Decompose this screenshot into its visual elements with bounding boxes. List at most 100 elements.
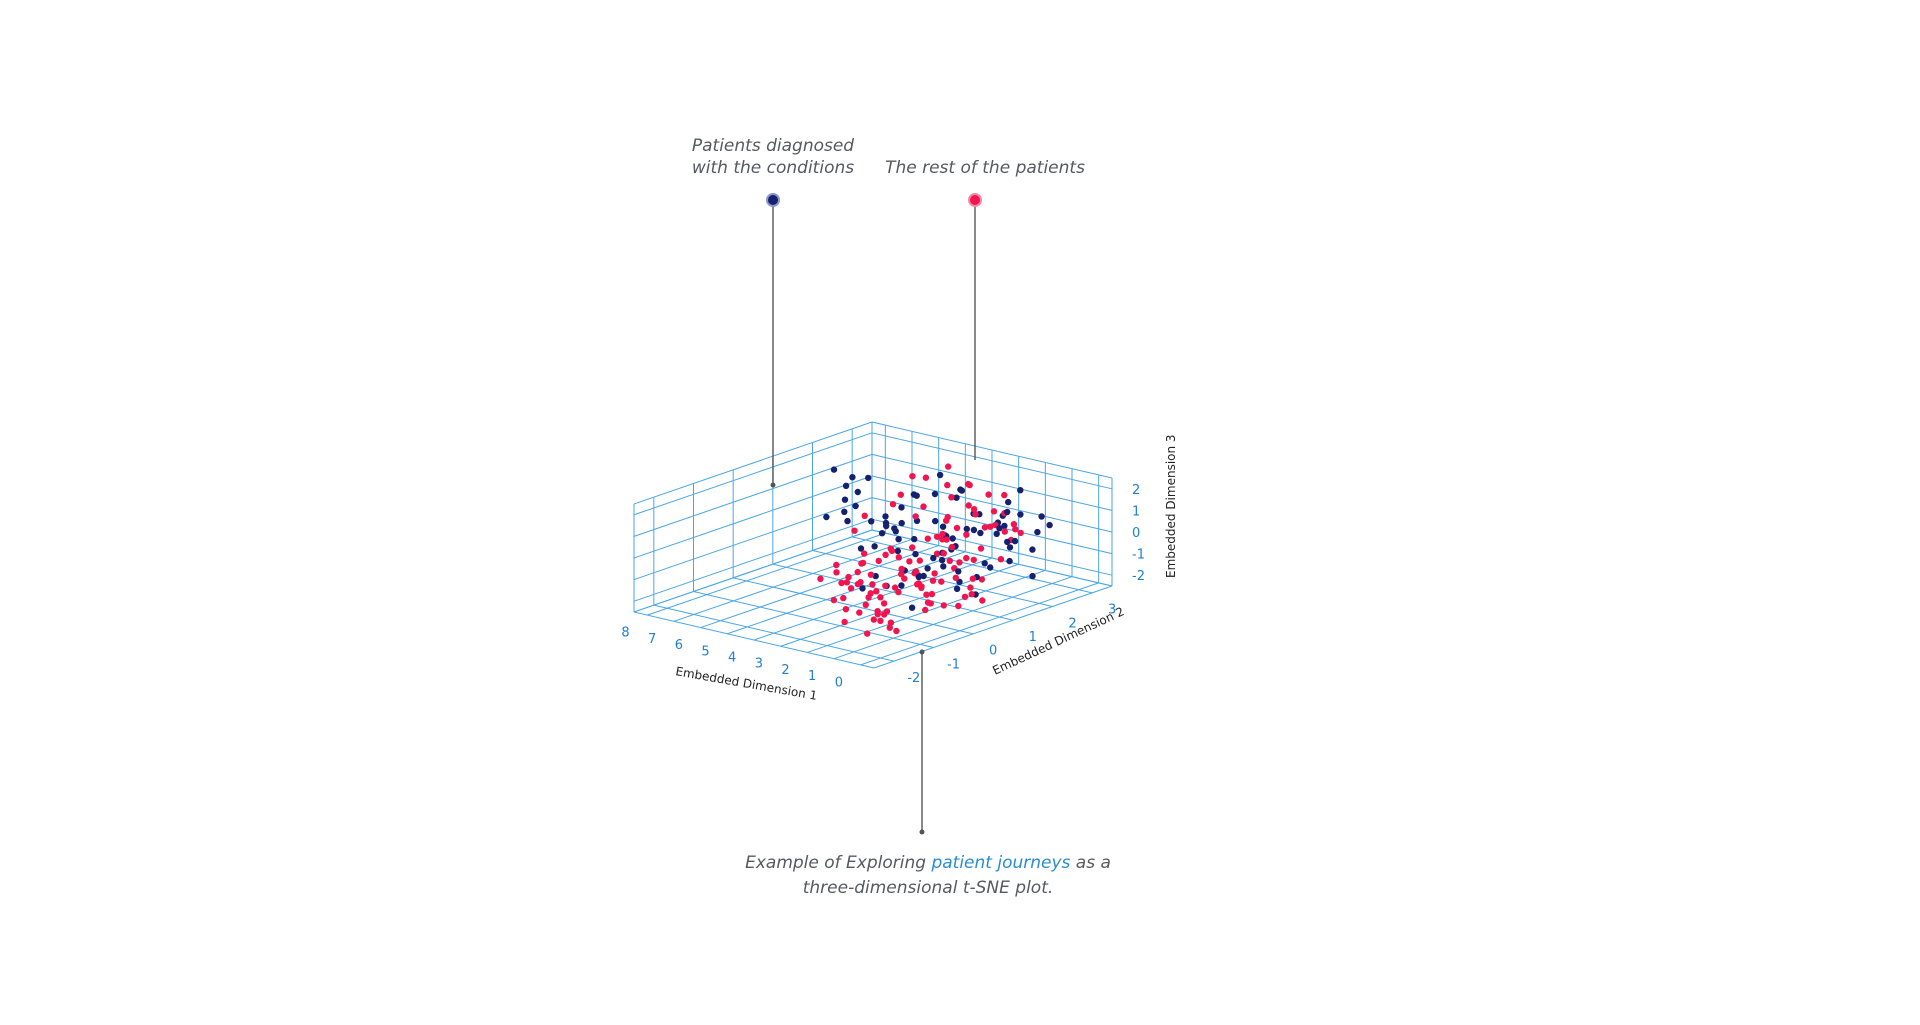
other-patient-point bbox=[856, 609, 863, 616]
patient-journeys-link[interactable]: patient journeys bbox=[930, 853, 1070, 873]
other-patient-point bbox=[1010, 521, 1018, 528]
other-patient-point bbox=[927, 600, 934, 607]
other-patient-point bbox=[880, 600, 888, 607]
condition-patient-point bbox=[842, 482, 850, 489]
other-patient-point bbox=[847, 585, 855, 592]
other-patient-point bbox=[898, 570, 905, 578]
other-patient-point bbox=[944, 481, 951, 489]
conditions-legend-marker bbox=[766, 193, 780, 207]
floor-grid-line bbox=[653, 604, 894, 662]
other-patient-point bbox=[987, 523, 994, 530]
z-tick-label: -2 bbox=[1132, 569, 1145, 584]
condition-patient-point bbox=[1017, 511, 1024, 518]
x-tick-label: 3 bbox=[755, 657, 763, 672]
other-patient-point bbox=[929, 577, 937, 584]
z-tick-label: -1 bbox=[1132, 548, 1145, 563]
condition-patient-point bbox=[920, 572, 927, 580]
condition-patient-point bbox=[841, 508, 848, 515]
y-tick-label: 3 bbox=[1108, 603, 1116, 618]
condition-patient-point bbox=[955, 568, 962, 575]
other-patient-point bbox=[1001, 491, 1008, 499]
condition-patient-point bbox=[938, 556, 946, 564]
condition-patient-point bbox=[1005, 498, 1012, 506]
condition-patient-point bbox=[823, 513, 830, 521]
condition-patient-point bbox=[924, 565, 931, 572]
tick-labels: 8 7 6 5 4 3 2 1 0 3 2 1 0 -1 -2 2 1 0 -1 -2 bbox=[621, 483, 1145, 691]
back-wall-grid-line bbox=[871, 475, 1113, 533]
side-wall-grid-line bbox=[633, 432, 873, 516]
other-patient-point bbox=[940, 550, 947, 557]
x-tick-label: 6 bbox=[675, 638, 683, 653]
other-patient-point bbox=[861, 550, 868, 557]
condition-patient-point bbox=[958, 487, 966, 494]
other-patient-point bbox=[867, 571, 875, 578]
side-wall-grid-line bbox=[633, 529, 873, 613]
other-patient-point bbox=[862, 601, 869, 608]
back-wall-grid-line bbox=[871, 421, 1113, 479]
other-patient-point bbox=[830, 596, 838, 604]
floor-grid-line bbox=[647, 532, 886, 616]
caption-leader-bottom-dot bbox=[919, 829, 925, 835]
condition-patient-point bbox=[868, 518, 875, 525]
other-patient-point bbox=[970, 506, 978, 513]
other-patient-point bbox=[833, 561, 840, 569]
other-patient-point bbox=[906, 558, 913, 565]
other-patient-point bbox=[883, 608, 891, 615]
other-patient-point bbox=[874, 611, 881, 618]
condition-patient-point bbox=[883, 522, 890, 530]
condition-patient-point bbox=[849, 474, 856, 481]
other-patient-point bbox=[889, 501, 897, 508]
caption-suffix: as a bbox=[1070, 853, 1111, 873]
other-patient-point bbox=[938, 578, 945, 585]
back-wall-grid-line bbox=[871, 432, 1113, 490]
condition-patient-point bbox=[898, 519, 905, 527]
other-patient-point bbox=[966, 481, 973, 489]
other-patient-point bbox=[891, 584, 899, 591]
other-patient-point bbox=[870, 616, 877, 623]
condition-patient-point bbox=[871, 543, 878, 550]
rest-legend-marker bbox=[968, 193, 982, 207]
other-patient-point bbox=[948, 543, 956, 551]
condition-patient-point bbox=[940, 563, 947, 570]
condition-patient-point bbox=[930, 554, 937, 562]
other-patient-point bbox=[933, 550, 941, 557]
other-patient-point bbox=[967, 584, 974, 591]
condition-patient-point bbox=[1046, 521, 1053, 529]
other-patient-point bbox=[970, 556, 977, 564]
condition-patient-point bbox=[913, 492, 920, 499]
condition-patient-point bbox=[1017, 487, 1024, 494]
other-patient-point bbox=[968, 591, 975, 598]
other-patient-point bbox=[952, 574, 959, 581]
floor-grid-line bbox=[860, 582, 1099, 666]
condition-patient-point bbox=[963, 525, 970, 533]
condition-patient-point bbox=[996, 525, 1003, 532]
other-patient-point bbox=[924, 535, 931, 542]
condition-patient-point bbox=[912, 550, 919, 558]
y-tick-label: 1 bbox=[1029, 630, 1037, 645]
floor-grid-line bbox=[633, 611, 875, 669]
other-patient-point bbox=[898, 565, 905, 573]
other-patient-point bbox=[918, 583, 925, 590]
other-patient-point bbox=[961, 593, 969, 600]
y-tick-label: -1 bbox=[947, 657, 960, 672]
other-patient-point bbox=[948, 494, 955, 501]
floor-grid-line bbox=[753, 557, 993, 641]
x-tick-label: 5 bbox=[701, 644, 709, 659]
other-patient-point bbox=[861, 512, 868, 519]
other-patient-point bbox=[909, 473, 916, 480]
other-patient-point bbox=[931, 570, 938, 577]
other-patient-point bbox=[912, 568, 920, 575]
other-patient-point bbox=[920, 503, 927, 510]
data-points bbox=[817, 463, 1053, 637]
other-patient-point bbox=[981, 524, 989, 531]
condition-patient-point bbox=[1001, 522, 1008, 530]
other-patient-point bbox=[859, 559, 867, 567]
other-patient-point bbox=[909, 544, 916, 551]
other-patient-point bbox=[817, 575, 824, 582]
other-patient-point bbox=[886, 624, 893, 631]
other-patient-point bbox=[854, 580, 862, 588]
side-wall-grid-line bbox=[633, 475, 873, 559]
condition-patient-point bbox=[894, 547, 901, 555]
other-patient-point bbox=[945, 463, 952, 470]
side-wall-grid-line bbox=[633, 518, 873, 602]
